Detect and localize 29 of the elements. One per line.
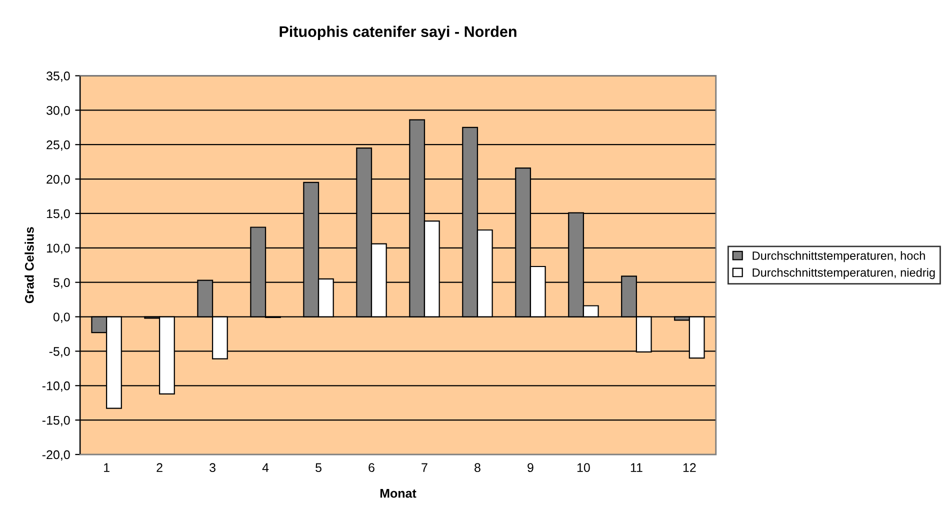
x-tick-label: 5 xyxy=(316,463,322,472)
legend-label: Durchschnittstemperaturen, hoch xyxy=(752,251,925,262)
y-tick-label: 5,0 xyxy=(53,278,70,288)
y-tick-label: 35,0 xyxy=(46,72,70,82)
y-tick-label: 25,0 xyxy=(46,140,70,151)
y-tick-label: 10,0 xyxy=(46,244,70,254)
y-axis-title: Grad Celsius xyxy=(24,227,34,304)
x-tick-label: 6 xyxy=(368,463,374,472)
legend-label: Durchschnittstemperaturen, niedrig xyxy=(752,268,935,280)
y-tick-label: 30,0 xyxy=(46,106,70,116)
x-tick-label: 7 xyxy=(422,463,428,472)
x-axis-title: Monat xyxy=(380,489,416,498)
x-tick-label: 8 xyxy=(474,463,480,472)
x-tick-label: 2 xyxy=(156,463,162,472)
y-tick-label: -10,0 xyxy=(42,381,70,392)
x-tick-label: 1 xyxy=(104,463,110,472)
y-tick-label: -20,0 xyxy=(42,450,70,461)
y-tick-label: 20,0 xyxy=(46,174,70,186)
chart-title: Pituophis catenifer sayi - Norden xyxy=(280,26,516,40)
x-tick-label: 3 xyxy=(210,463,216,472)
x-tick-label: 4 xyxy=(262,463,269,472)
y-tick-label: 15,0 xyxy=(46,209,70,220)
x-tick-label: 12 xyxy=(683,463,696,472)
x-tick-label: 10 xyxy=(577,463,590,472)
x-tick-label: 9 xyxy=(528,463,534,472)
y-tick-label: 0,0 xyxy=(53,312,70,323)
x-tick-label: 11 xyxy=(630,463,642,472)
y-tick-label: -15,0 xyxy=(42,416,70,426)
y-tick-label: -5,0 xyxy=(49,347,70,358)
